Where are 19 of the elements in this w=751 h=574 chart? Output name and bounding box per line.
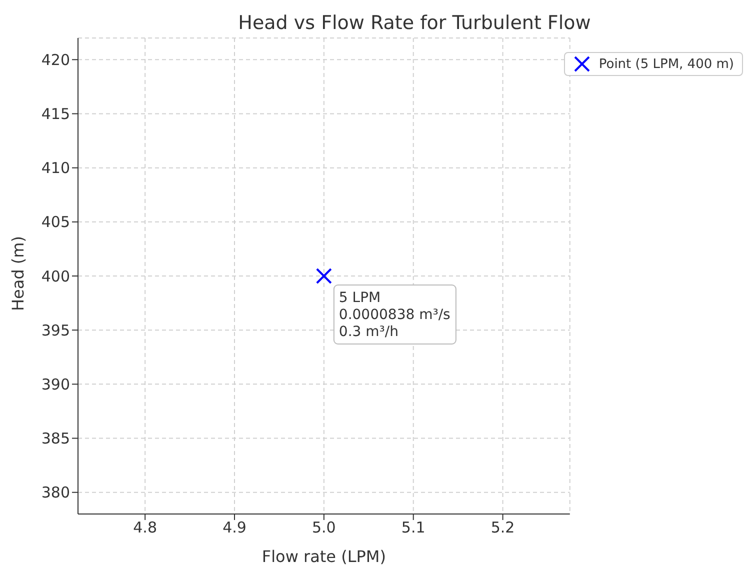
y-axis-title: Head (m)	[8, 236, 28, 311]
y-tick-label: 385	[41, 430, 70, 448]
annotation: 5 LPM 0.0000838 m³/s 0.3 m³/h	[338, 290, 450, 340]
y-tick-label: 380	[41, 484, 70, 502]
y-tick-label: 415	[41, 105, 70, 124]
x-axis-title: Flow rate (LPM)	[262, 547, 386, 566]
y-tick-label: 405	[41, 213, 70, 232]
x-tick-label: 4.8	[133, 518, 157, 537]
y-tick-label: 420	[41, 50, 70, 69]
legend-label: Point (5 LPM, 400 m)	[598, 56, 734, 72]
x-tick-label: 4.9	[222, 518, 246, 537]
x-tick-label: 5.1	[401, 518, 426, 537]
x-tick-label: 5.2	[490, 518, 515, 537]
chart-title: Head vs Flow Rate for Turbulent Flow	[237, 12, 592, 34]
y-tick-label: 395	[41, 321, 70, 340]
y-tick-label: 410	[41, 159, 70, 178]
x-tick-label: 5.0	[312, 518, 336, 537]
y-tick-label: 400	[41, 267, 70, 286]
y-tick-label: 390	[41, 376, 70, 394]
